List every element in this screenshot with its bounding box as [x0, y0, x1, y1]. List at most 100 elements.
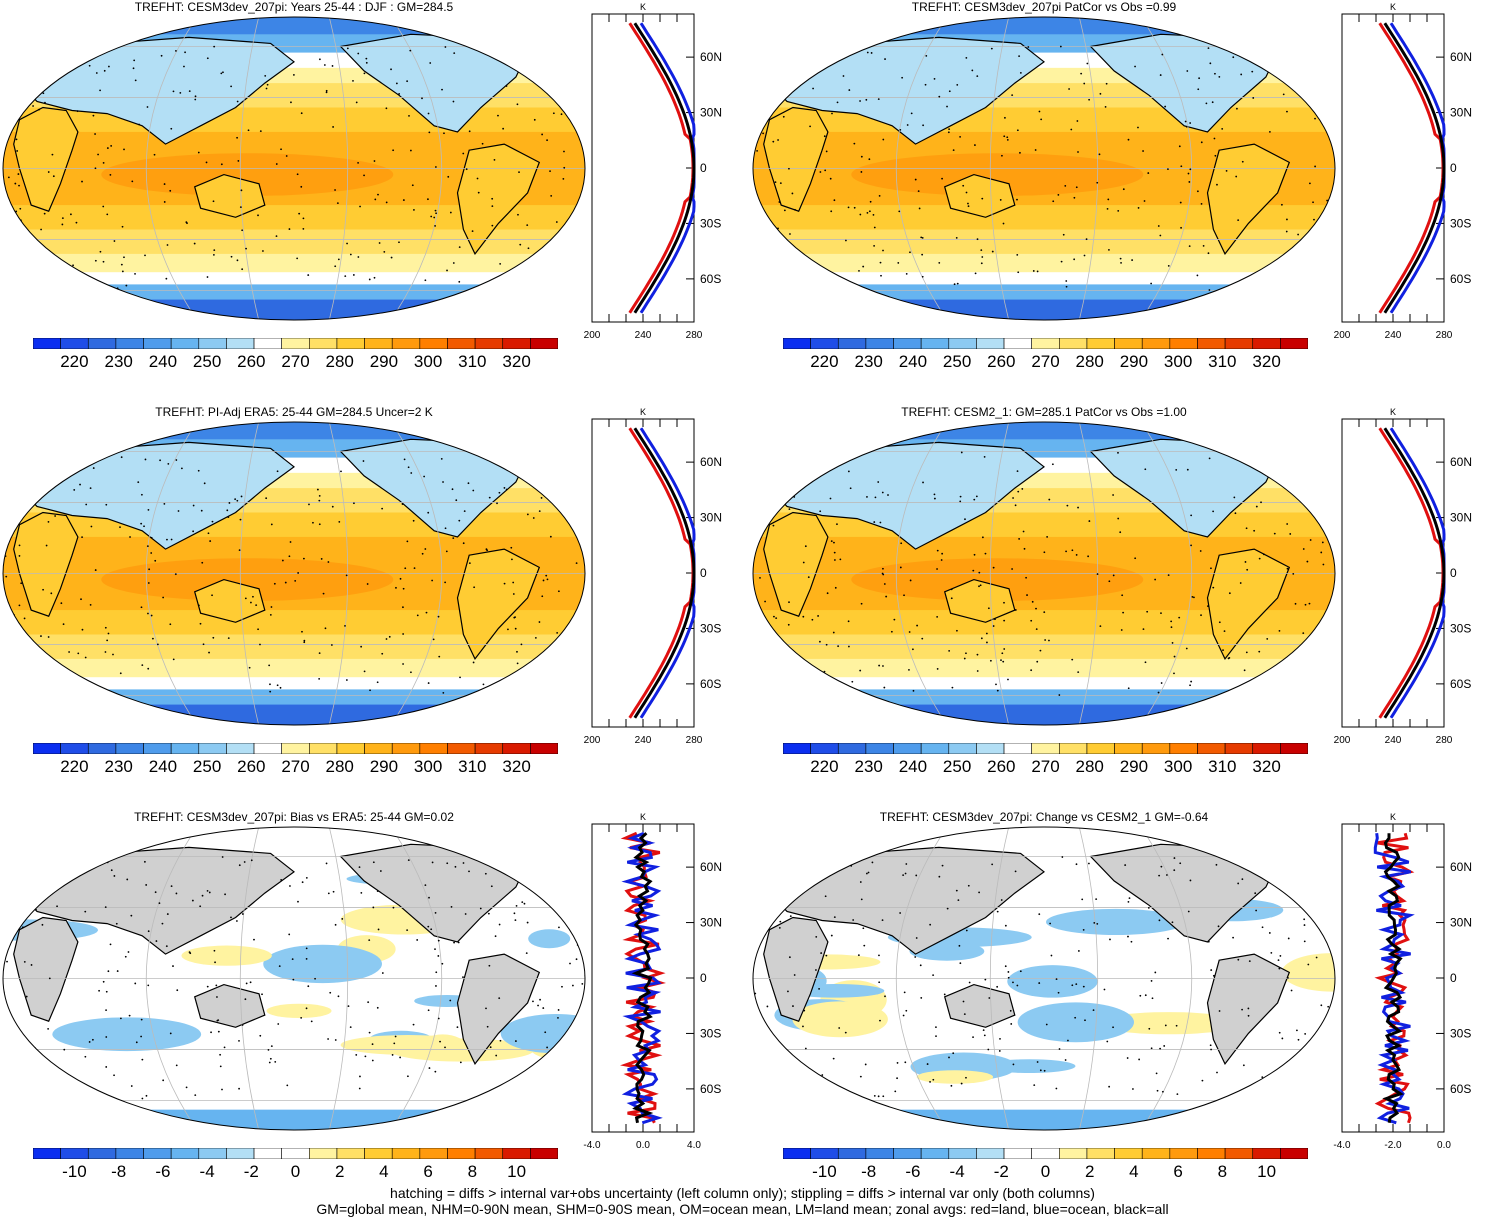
zonal-unit: K — [1390, 2, 1396, 12]
stipple-dot — [73, 489, 76, 491]
stipple-dot — [410, 671, 412, 674]
stipple-dot — [1286, 523, 1289, 525]
stipple-dot — [239, 206, 242, 209]
stipple-dot — [558, 926, 560, 929]
panel-p4: TREFHT: CESM2_1: GM=285.1 PatCor vs Obs … — [750, 405, 1485, 780]
stipple-dot — [859, 881, 862, 883]
stipple-dot — [211, 594, 213, 597]
stipple-dot — [1324, 1069, 1327, 1071]
stipple-dot — [300, 1016, 303, 1019]
stipple-dot — [904, 872, 907, 875]
colorbar-cell — [1003, 1148, 1032, 1159]
stipple-dot — [398, 93, 401, 95]
map-band — [753, 422, 1335, 441]
stipple-dot — [867, 871, 870, 874]
stipple-dot — [999, 1037, 1001, 1040]
stipple-dot — [865, 872, 868, 875]
stipple-dot — [884, 995, 886, 998]
stipple-dot — [392, 149, 395, 152]
stipple-dot — [1245, 527, 1248, 530]
stipple-dot — [851, 680, 854, 683]
stipple-dot — [1254, 892, 1257, 895]
stipple-dot — [390, 256, 393, 259]
stipple-dot — [1278, 629, 1281, 632]
stipple-dot — [995, 683, 997, 686]
stipple-dot — [835, 683, 838, 686]
stipple-dot — [482, 683, 485, 686]
stipple-dot — [955, 236, 958, 239]
stipple-dot — [491, 691, 494, 694]
stipple-dot — [119, 1017, 122, 1020]
colorbar-tick-label: 320 — [502, 352, 531, 371]
stipple-dot — [833, 199, 836, 202]
stipple-dot — [1309, 66, 1312, 69]
stipple-dot — [1289, 533, 1292, 535]
continent-samerica — [1206, 143, 1291, 256]
stipple-dot — [199, 905, 202, 908]
stipple-dot — [789, 915, 792, 918]
stipple-dot — [908, 668, 910, 671]
colorbar-cell — [530, 743, 558, 754]
stipple-dot — [72, 1092, 75, 1095]
zonal-line-ocean — [1373, 833, 1415, 1125]
stipple-dot — [372, 861, 375, 864]
world-map — [2, 826, 586, 1131]
stipple-dot — [266, 83, 269, 86]
stipple-dot — [452, 537, 455, 540]
stipple-dot — [219, 1053, 222, 1056]
stipple-dot — [496, 57, 499, 60]
stipple-dot — [152, 637, 154, 640]
stipple-dot — [515, 905, 518, 907]
stipple-dot — [1082, 928, 1085, 931]
stipple-dot — [201, 561, 204, 564]
stipple-dot — [1010, 1023, 1013, 1025]
stipple-dot — [505, 488, 508, 491]
colorbar-tick-label: 230 — [104, 757, 133, 776]
panel-p5: TREFHT: CESM3dev_207pi: Bias vs ERA5: 25… — [0, 810, 735, 1185]
stipple-dot — [1011, 568, 1013, 570]
stipple-dot — [141, 1058, 144, 1061]
stipple-dot — [288, 228, 291, 230]
stipple-dot — [1286, 567, 1289, 570]
stipple-dot — [791, 192, 794, 195]
stipple-dot — [1055, 978, 1058, 981]
stipple-dot — [1251, 70, 1254, 73]
colorbar-tick-label: 270 — [281, 757, 310, 776]
panel-title: TREFHT: CESM3dev_207pi: Years 25-44 : DJ… — [134, 0, 454, 14]
stipple-dot — [1189, 879, 1192, 882]
stipple-dot — [300, 112, 303, 115]
stipple-dot — [1335, 1094, 1336, 1096]
stipple-dot — [507, 628, 509, 631]
stipple-dot — [566, 654, 569, 657]
stipple-dot — [381, 972, 384, 974]
colorbar-tick-label: 290 — [369, 757, 399, 776]
stipple-dot — [1022, 530, 1025, 533]
stipple-dot — [1003, 648, 1006, 650]
colorbar-cell — [60, 743, 89, 754]
stipple-dot — [1232, 936, 1234, 939]
meridian-line — [1078, 827, 1099, 1130]
stipple-dot — [322, 592, 325, 595]
stipple-dot — [241, 1024, 244, 1026]
lat-label: 0 — [700, 566, 707, 580]
stipple-dot — [395, 82, 398, 85]
stipple-dot — [363, 174, 365, 177]
stipple-dot — [1098, 153, 1101, 156]
continent-australia — [943, 173, 1016, 218]
stipple-dot — [249, 981, 252, 984]
stipple-dot — [119, 672, 122, 675]
meridian-line — [145, 827, 198, 1130]
colorbar-cell — [309, 1148, 338, 1159]
stipple-dot — [581, 982, 584, 985]
colorbar-cell — [143, 338, 172, 349]
stipple-dot — [1016, 198, 1018, 201]
stipple-dot — [434, 948, 436, 951]
stipple-dot — [879, 521, 882, 524]
stipple-dot — [352, 274, 355, 276]
colorbar-cell — [948, 743, 977, 754]
stipple-dot — [877, 98, 880, 101]
stipple-dot — [1035, 607, 1037, 610]
colorbar-tick-label: 220 — [810, 352, 839, 371]
meridian-line — [328, 422, 349, 725]
stipple-dot — [76, 110, 79, 113]
